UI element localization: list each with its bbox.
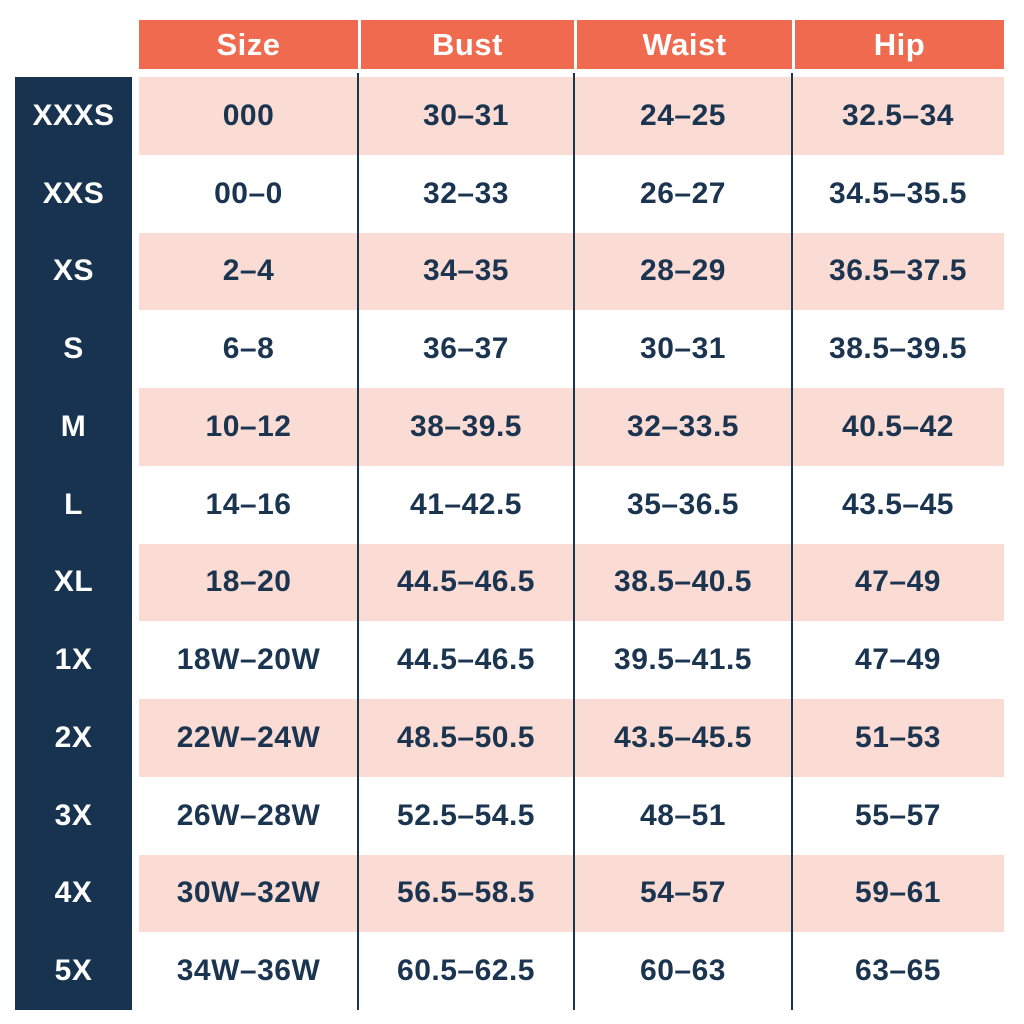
- cell-waist: 48–51: [640, 798, 726, 832]
- cell-hip: 40.5–42: [842, 409, 954, 443]
- column-header-bust: Bust: [358, 20, 574, 69]
- cell-waist: 26–27: [640, 176, 726, 210]
- table-row: 000 30–31 24–25 32.5–34: [139, 77, 1004, 155]
- cell-hip: 51–53: [855, 720, 941, 754]
- column-divider-line: [357, 73, 359, 1010]
- table-row: 2–4 34–35 28–29 36.5–37.5: [139, 232, 1004, 311]
- row-label: 1X: [54, 643, 93, 677]
- cell-bust: 34–35: [423, 254, 509, 288]
- row-label: L: [64, 487, 83, 521]
- row-label: 2X: [54, 720, 93, 754]
- row-label: 3X: [54, 798, 93, 832]
- table-row: 00–0 32–33 26–27 34.5–35.5: [139, 154, 1004, 233]
- cell-size: 10–12: [205, 409, 292, 443]
- cell-bust: 38–39.5: [410, 409, 522, 443]
- table-row: 10–12 38–39.5 32–33.5 40.5–42: [139, 388, 1004, 466]
- cell-bust: 48.5–50.5: [397, 720, 535, 754]
- cell-hip: 32.5–34: [842, 98, 954, 132]
- cell-bust: 56.5–58.5: [397, 876, 535, 910]
- row-label: M: [60, 409, 87, 443]
- cell-hip: 55–57: [855, 798, 941, 832]
- table-row: 22W–24W 48.5–50.5 43.5–45.5 51–53: [139, 699, 1004, 777]
- table-row: 18–20 44.5–46.5 38.5–40.5 47–49: [139, 543, 1004, 622]
- cell-waist: 43.5–45.5: [614, 720, 752, 754]
- cell-bust: 44.5–46.5: [397, 643, 535, 677]
- row-label: XL: [53, 565, 94, 599]
- cell-hip: 36.5–37.5: [829, 254, 967, 288]
- cell-size: 30W–32W: [176, 876, 321, 910]
- table-row: 26W–28W 52.5–54.5 48–51 55–57: [139, 776, 1004, 855]
- cell-waist: 39.5–41.5: [614, 643, 752, 677]
- cell-size: 6–8: [222, 332, 275, 366]
- cell-size: 18–20: [205, 565, 292, 599]
- cell-size: 2–4: [222, 254, 275, 288]
- cell-hip: 38.5–39.5: [829, 332, 967, 366]
- cell-waist: 35–36.5: [627, 487, 739, 521]
- cell-hip: 47–49: [855, 565, 941, 599]
- table-row: 34W–36W 60.5–62.5 60–63 63–65: [139, 932, 1004, 1010]
- cell-size: 26W–28W: [176, 798, 321, 832]
- column-header-size: Size: [216, 26, 281, 62]
- cell-size: 000: [222, 98, 275, 132]
- table-body: 000 30–31 24–25 32.5–34 00–0 32–33 26–27 34.5–3…: [139, 77, 1004, 1010]
- table-row: 18W–20W 44.5–46.5 39.5–41.5 47–49: [139, 621, 1004, 699]
- table-row: 6–8 36–37 30–31 38.5–39.5: [139, 310, 1004, 388]
- cell-hip: 34.5–35.5: [829, 176, 967, 210]
- cell-bust: 41–42.5: [410, 487, 522, 521]
- cell-bust: 52.5–54.5: [397, 798, 535, 832]
- cell-waist: 30–31: [640, 332, 726, 366]
- cell-hip: 59–61: [855, 876, 941, 910]
- cell-size: 34W–36W: [176, 954, 321, 988]
- cell-hip: 43.5–45: [842, 487, 954, 521]
- cell-size: 18W–20W: [176, 643, 321, 677]
- row-label: XXS: [42, 176, 105, 210]
- cell-bust: 30–31: [423, 98, 509, 132]
- row-label: XXXS: [32, 98, 115, 132]
- cell-size: 14–16: [205, 487, 292, 521]
- cell-hip: 63–65: [855, 954, 941, 988]
- table-row: 30W–32W 56.5–58.5 54–57 59–61: [139, 854, 1004, 933]
- size-label-column: XXXS XXS XS S M L XL 1X 2X 3X 4X 5X: [15, 77, 132, 1010]
- row-label: S: [63, 332, 84, 366]
- table-row: 14–16 41–42.5 35–36.5 43.5–45: [139, 465, 1004, 544]
- cell-waist: 28–29: [640, 254, 726, 288]
- column-divider-line: [573, 73, 575, 1010]
- cell-hip: 47–49: [855, 643, 941, 677]
- cell-waist: 54–57: [640, 876, 726, 910]
- cell-bust: 32–33: [423, 176, 509, 210]
- cell-waist: 32–33.5: [627, 409, 739, 443]
- cell-size: 00–0: [214, 176, 283, 210]
- row-label: 4X: [54, 876, 93, 910]
- cell-size: 22W–24W: [176, 720, 321, 754]
- cell-waist: 60–63: [640, 954, 726, 988]
- column-header-hip: Hip: [792, 20, 1004, 69]
- row-label: 5X: [54, 954, 93, 988]
- cell-bust: 36–37: [423, 332, 509, 366]
- row-label: XS: [52, 254, 95, 288]
- table-header-row: Size Bust Waist Hip: [139, 20, 1004, 69]
- cell-bust: 60.5–62.5: [397, 954, 535, 988]
- cell-waist: 24–25: [640, 98, 726, 132]
- cell-waist: 38.5–40.5: [614, 565, 752, 599]
- column-divider-line: [791, 73, 793, 1010]
- cell-bust: 44.5–46.5: [397, 565, 535, 599]
- column-header-waist: Waist: [574, 20, 792, 69]
